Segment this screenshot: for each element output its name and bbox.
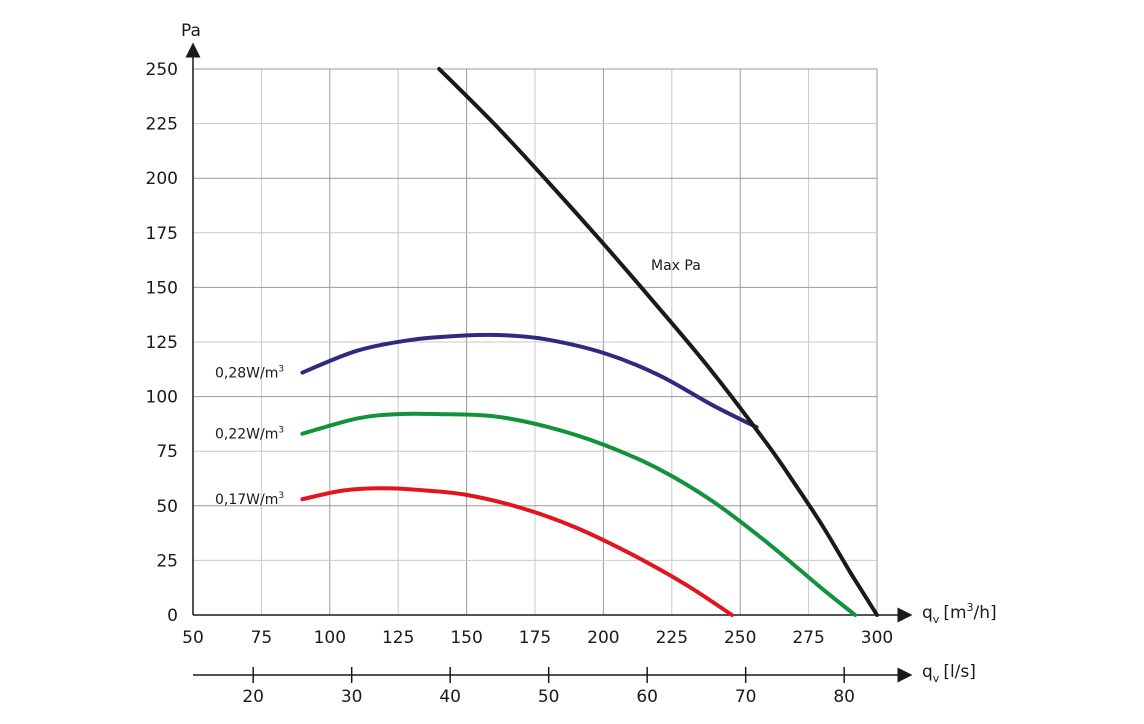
y-tick-label: 125 (146, 333, 178, 353)
series-label-0-17w-m3: 0,17W/m3 (215, 491, 284, 508)
x2-tick-label: 40 (439, 687, 461, 707)
y-tick-label: 25 (156, 551, 178, 571)
x2-tick-label: 50 (538, 687, 560, 707)
axes: 0 25 50 75 100 125 150 175 200 225 250 50 75 100 125 15… (146, 42, 913, 707)
series-line-0-17w-m3 (300, 486, 734, 617)
y-axis-title: Pa (181, 21, 201, 41)
y-tick-label: 225 (146, 115, 178, 135)
y-tick-label: 75 (156, 442, 178, 462)
series-line-0-28w-m3 (300, 332, 759, 430)
series-line-0-22w-m3 (300, 411, 858, 617)
x-axis-title: qv [m3/h] (922, 601, 997, 626)
x-tick-label: 275 (792, 628, 824, 648)
series-label-0-28w-m3: 0,28W/m3 (215, 365, 284, 382)
series-label-max-pa: Max Pa (651, 258, 701, 274)
x-tick-label: 225 (656, 628, 688, 648)
x-tick-label: 50 (182, 628, 204, 648)
series-label-0-22w-m3: 0,22W/m3 (215, 426, 284, 443)
y-tick-label: 0 (167, 606, 178, 626)
curves (300, 67, 879, 617)
grid (193, 68, 878, 615)
x-tick-label: 150 (450, 628, 482, 648)
x-tick-label: 100 (314, 628, 346, 648)
y-tick-label: 200 (146, 169, 178, 189)
labels: Pa qv [m3/h] qv [l/s] Max Pa 0,28W/m3 0,22W/m3 0… (181, 21, 997, 685)
x-tick-label: 175 (519, 628, 551, 648)
x-tick-label: 250 (724, 628, 756, 648)
y-tick-label: 175 (146, 224, 178, 244)
x2-tick-label: 60 (636, 687, 658, 707)
x2-tick-label: 70 (735, 687, 757, 707)
x2-tick-label: 30 (341, 687, 363, 707)
series-line-max-pa (437, 67, 879, 617)
x-tick-label: 300 (861, 628, 893, 648)
x-tick-label: 200 (587, 628, 619, 648)
x2-axis-title: qv [l/s] (922, 662, 976, 685)
x2-tick-label: 80 (833, 687, 855, 707)
y-tick-label: 250 (146, 60, 178, 80)
y-tick-label: 50 (156, 497, 178, 517)
y-tick-label: 100 (146, 388, 178, 408)
y-tick-label: 150 (146, 278, 178, 298)
x-tick-label: 125 (382, 628, 414, 648)
x-tick-label: 75 (251, 628, 273, 648)
x2-tick-label: 20 (242, 687, 264, 707)
